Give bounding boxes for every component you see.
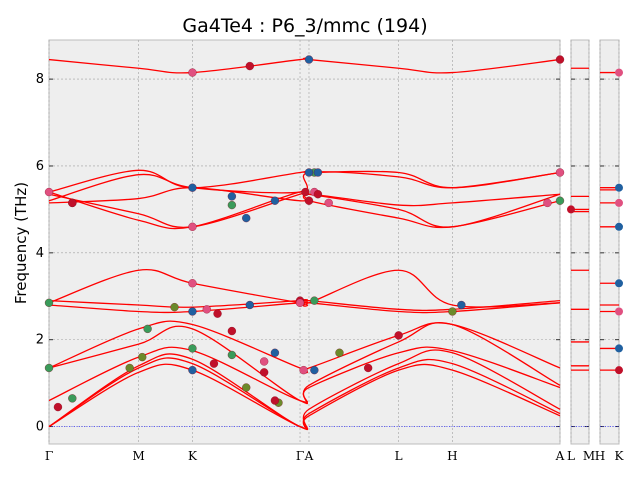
x-tick-label: H [595,449,605,463]
mode-marker [310,366,319,375]
mode-marker [270,396,280,405]
mode-marker [188,279,197,288]
mode-marker [394,331,403,340]
x-tick-label: A [304,449,314,463]
hk-mode-marker [615,366,623,375]
hk-mode-marker [615,183,623,192]
mode-marker [44,187,54,197]
mode-marker [270,196,280,205]
mode-marker [125,363,134,373]
mode-marker [260,368,269,377]
mode-marker [295,298,305,307]
band-b3 [48,349,561,430]
band-b9 [48,268,561,308]
hk-mode-marker [615,307,623,316]
hk-mode-marker [615,344,623,353]
mode-marker [170,303,179,312]
mode-marker [213,309,222,318]
y-tick-label: 0 [36,420,44,435]
x-tick-label: Γ [296,449,304,463]
mode-marker [138,352,147,362]
mode-marker [68,198,77,208]
mode-marker [227,192,237,201]
mode-marker [260,357,269,366]
x-tick-label: M [133,449,145,463]
main-panel-background [48,39,561,445]
mode-marker [188,68,197,77]
mode-marker [543,198,552,208]
mode-marker [143,324,152,334]
mode-marker [457,300,466,310]
mode-marker [313,190,323,199]
mode-marker [242,383,251,392]
mode-marker [555,196,565,205]
x-tick-label: L [567,449,575,463]
y-axis-label: Frequency (THz) [12,182,30,304]
x-tick-label: K [188,449,198,463]
chart-title: Ga4Te4 : P6_3/mmc (194) [182,15,427,37]
mode-marker [202,305,211,314]
mode-marker [313,168,323,177]
mode-marker [310,296,319,305]
mode-marker [301,187,310,197]
mode-marker [188,344,197,353]
hk-mode-marker [615,198,623,207]
mode-marker [270,348,280,357]
x-tick-label: K [615,449,625,463]
x-tick-label: M [583,449,595,463]
mode-marker [304,168,314,177]
mode-marker [448,307,457,316]
mode-marker [188,222,197,231]
mode-marker [555,168,565,177]
mode-marker [209,359,219,368]
y-tick-label: 2 [36,333,44,348]
mode-marker [188,183,197,192]
mode-marker [245,61,254,71]
mode-marker [245,300,254,310]
mode-marker [335,348,344,357]
lm-mode-marker [567,205,575,214]
band-b12 [48,187,561,207]
hk-mode-marker [615,222,623,231]
mode-marker [44,363,54,373]
x-tick-label: L [395,449,403,463]
mode-marker [188,366,197,375]
band-b2 [48,357,561,431]
mode-marker [555,55,565,64]
y-tick-label: 6 [36,159,44,174]
mode-marker [324,198,333,208]
hk-mode-marker [615,68,623,77]
x-tick-label: Γ [45,449,53,463]
mode-marker [68,394,77,403]
mode-marker [44,298,54,307]
hk-panel-background [599,39,620,445]
x-tick-label: A [555,449,565,463]
mode-marker [53,402,63,412]
mode-marker [242,213,251,223]
mode-marker [304,55,314,64]
lm-panel-background [570,39,590,445]
y-tick-label: 8 [36,72,44,87]
mode-marker [304,196,314,205]
y-tick-label: 4 [36,246,44,261]
mode-marker [188,307,197,316]
mode-marker [299,366,308,375]
mode-marker [227,200,237,210]
mode-marker [227,326,237,336]
x-tick-label: H [447,449,457,463]
hk-mode-marker [615,279,623,288]
mode-marker [364,363,373,373]
mode-marker [227,350,237,360]
